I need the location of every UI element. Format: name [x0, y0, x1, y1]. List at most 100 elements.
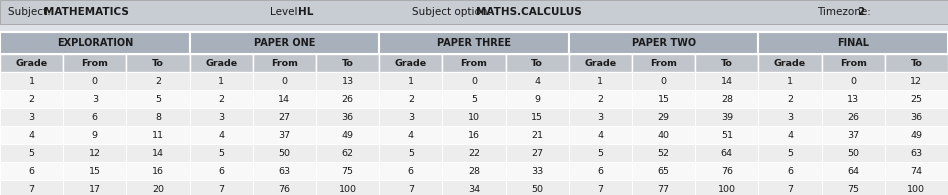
Text: 0: 0 — [471, 76, 477, 85]
Bar — [126, 72, 190, 90]
Bar — [190, 90, 253, 108]
Bar — [379, 72, 443, 90]
Text: 62: 62 — [341, 149, 354, 158]
Bar — [190, 72, 253, 90]
Bar — [0, 144, 64, 162]
Bar — [126, 90, 190, 108]
Text: From: From — [271, 58, 298, 67]
Text: 14: 14 — [279, 95, 290, 104]
Bar — [505, 126, 569, 144]
Text: 100: 100 — [718, 184, 736, 193]
Text: 16: 16 — [468, 130, 480, 139]
Bar — [253, 180, 316, 195]
Bar — [443, 162, 505, 180]
Text: Grade: Grade — [584, 58, 616, 67]
Bar — [632, 180, 695, 195]
Bar — [822, 72, 884, 90]
Text: To: To — [531, 58, 543, 67]
Text: 49: 49 — [341, 130, 354, 139]
Bar — [632, 126, 695, 144]
Bar — [190, 108, 253, 126]
Bar — [695, 126, 758, 144]
Bar — [126, 144, 190, 162]
Text: From: From — [82, 58, 108, 67]
Text: 4: 4 — [597, 130, 603, 139]
Text: 34: 34 — [468, 184, 480, 193]
Bar — [253, 108, 316, 126]
Text: 3: 3 — [408, 113, 414, 121]
Bar — [569, 32, 758, 54]
Text: 14: 14 — [152, 149, 164, 158]
Text: 10: 10 — [468, 113, 480, 121]
Bar — [569, 126, 632, 144]
Bar — [505, 72, 569, 90]
Text: 63: 63 — [279, 167, 290, 176]
Bar — [695, 144, 758, 162]
Bar — [822, 180, 884, 195]
Bar — [64, 162, 126, 180]
Text: 0: 0 — [92, 76, 98, 85]
Text: EXPLORATION: EXPLORATION — [57, 38, 133, 48]
Bar — [822, 108, 884, 126]
Bar — [64, 54, 126, 72]
Text: 5: 5 — [218, 149, 224, 158]
Text: 0: 0 — [850, 76, 856, 85]
Bar — [379, 108, 443, 126]
Bar — [884, 90, 948, 108]
Text: HL: HL — [299, 7, 314, 17]
Text: 2: 2 — [408, 95, 413, 104]
Text: 1: 1 — [218, 76, 224, 85]
Text: 100: 100 — [338, 184, 356, 193]
Text: 29: 29 — [658, 113, 669, 121]
Text: 2: 2 — [597, 95, 603, 104]
Bar — [190, 126, 253, 144]
Text: 1: 1 — [28, 76, 34, 85]
Bar — [569, 72, 632, 90]
Text: 3: 3 — [28, 113, 35, 121]
Text: 17: 17 — [89, 184, 100, 193]
Bar — [758, 162, 822, 180]
Bar — [632, 108, 695, 126]
Text: 65: 65 — [658, 167, 669, 176]
Text: 64: 64 — [848, 167, 859, 176]
Text: 14: 14 — [720, 76, 733, 85]
Text: From: From — [461, 58, 487, 67]
Bar — [758, 54, 822, 72]
Text: 5: 5 — [155, 95, 161, 104]
Text: 4: 4 — [408, 130, 413, 139]
Text: 21: 21 — [531, 130, 543, 139]
Text: PAPER TWO: PAPER TWO — [631, 38, 696, 48]
Text: 9: 9 — [92, 130, 98, 139]
Bar — [443, 108, 505, 126]
Text: 76: 76 — [279, 184, 290, 193]
Bar — [379, 54, 443, 72]
Bar — [316, 108, 379, 126]
Bar — [505, 162, 569, 180]
Bar — [379, 32, 569, 54]
Bar — [253, 162, 316, 180]
Text: 49: 49 — [910, 130, 922, 139]
Bar — [443, 180, 505, 195]
Text: 9: 9 — [535, 95, 540, 104]
Text: 26: 26 — [341, 95, 354, 104]
Text: 5: 5 — [787, 149, 793, 158]
Bar — [379, 144, 443, 162]
Text: 16: 16 — [152, 167, 164, 176]
Text: 2: 2 — [787, 95, 793, 104]
Bar — [884, 108, 948, 126]
Bar — [695, 180, 758, 195]
Bar — [253, 54, 316, 72]
Bar — [758, 32, 948, 54]
Text: 37: 37 — [848, 130, 859, 139]
Text: Grade: Grade — [15, 58, 47, 67]
Bar — [695, 90, 758, 108]
Text: 7: 7 — [408, 184, 413, 193]
Bar — [505, 108, 569, 126]
Bar — [0, 72, 64, 90]
Bar — [379, 126, 443, 144]
Text: 4: 4 — [218, 130, 224, 139]
Text: 20: 20 — [152, 184, 164, 193]
Bar — [0, 180, 64, 195]
Bar — [758, 144, 822, 162]
Bar — [695, 72, 758, 90]
